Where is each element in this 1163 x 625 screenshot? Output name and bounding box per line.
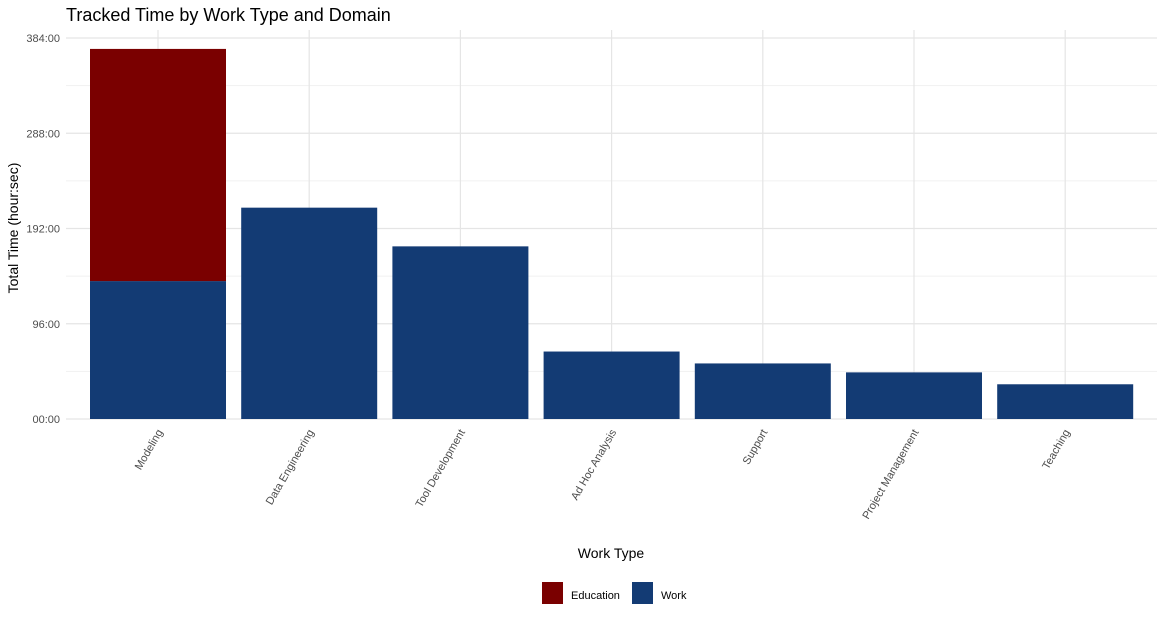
bar-work-project-management xyxy=(846,372,982,419)
x-tick-label: Project Management xyxy=(860,428,921,522)
bar-work-teaching xyxy=(997,384,1134,419)
bar-work-tool-development xyxy=(392,246,529,419)
x-tick-label: Support xyxy=(741,428,771,467)
x-tick-label: Ad Hoc Analysis xyxy=(569,427,619,502)
bar-work-modeling xyxy=(90,281,226,419)
legend: Education Work xyxy=(542,582,687,604)
legend-label-education: Education xyxy=(571,590,620,602)
chart-title: Tracked Time by Work Type and Domain xyxy=(66,5,391,25)
x-tick-label: Tool Development xyxy=(414,428,468,510)
bar-work-data-engineering xyxy=(241,207,378,419)
y-tick-label: 384:00 xyxy=(26,33,60,45)
legend-swatch-work xyxy=(632,582,653,604)
x-tick-label: Modeling xyxy=(133,428,166,473)
y-axis-ticks: 00:00 96:00 192:00 288:00 384:00 xyxy=(26,33,60,426)
y-tick-label: 00:00 xyxy=(32,414,60,426)
y-axis-title: Total Time (hour:sec) xyxy=(5,163,21,294)
x-axis-title: Work Type xyxy=(578,545,645,561)
x-tick-label: Teaching xyxy=(1040,428,1072,472)
bar-work-support xyxy=(694,363,831,419)
y-tick-label: 96:00 xyxy=(32,319,60,331)
bars xyxy=(90,48,1134,419)
bar-work-ad-hoc-analysis xyxy=(543,351,680,419)
x-tick-label: Data Engineering xyxy=(264,428,317,508)
bar-education-modeling xyxy=(90,48,226,282)
legend-label-work: Work xyxy=(661,590,687,602)
y-tick-label: 192:00 xyxy=(26,224,60,236)
y-tick-label: 288:00 xyxy=(26,128,60,140)
legend-swatch-education xyxy=(542,582,563,604)
x-axis-ticks: Modeling Data Engineering Tool Development… xyxy=(133,427,1073,521)
